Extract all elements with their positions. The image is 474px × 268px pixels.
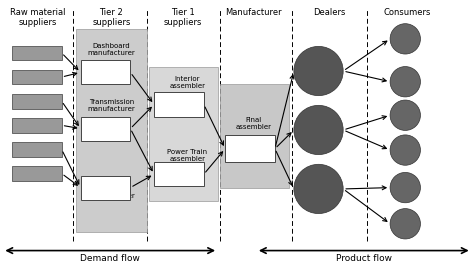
Ellipse shape xyxy=(294,46,343,96)
Ellipse shape xyxy=(390,66,420,97)
Bar xyxy=(12,46,62,60)
Bar xyxy=(149,67,218,201)
Text: Tier 2
suppliers: Tier 2 suppliers xyxy=(92,8,130,27)
Text: Consumers: Consumers xyxy=(384,8,431,17)
Ellipse shape xyxy=(390,209,420,239)
Bar xyxy=(12,94,62,109)
Text: Dealers: Dealers xyxy=(313,8,346,17)
Ellipse shape xyxy=(390,100,420,131)
Text: Engine
manufacturer: Engine manufacturer xyxy=(88,186,135,199)
Bar xyxy=(225,135,275,162)
Text: Final
assembler: Final assembler xyxy=(236,117,272,130)
Bar xyxy=(12,118,62,133)
Text: Raw material
suppliers: Raw material suppliers xyxy=(10,8,66,27)
Text: Interior
assembler: Interior assembler xyxy=(169,76,205,90)
Bar xyxy=(154,92,204,117)
Text: Tier 1
suppliers: Tier 1 suppliers xyxy=(164,8,201,27)
Ellipse shape xyxy=(390,135,420,165)
Bar xyxy=(12,142,62,157)
Ellipse shape xyxy=(390,24,420,54)
Text: Power Train
assembler: Power Train assembler xyxy=(167,149,207,162)
Ellipse shape xyxy=(294,105,343,155)
Bar xyxy=(81,117,130,141)
Text: Transmission
manufacturer: Transmission manufacturer xyxy=(88,99,135,112)
Ellipse shape xyxy=(390,172,420,203)
Text: Product flow: Product flow xyxy=(336,254,392,263)
Text: Dashboard
manufacturer: Dashboard manufacturer xyxy=(88,43,135,56)
Ellipse shape xyxy=(294,164,343,214)
Bar xyxy=(220,84,289,188)
Bar xyxy=(81,60,130,84)
Bar xyxy=(81,176,130,200)
Text: Demand flow: Demand flow xyxy=(80,254,140,263)
Bar xyxy=(154,162,204,186)
Bar xyxy=(76,29,147,232)
Bar xyxy=(12,70,62,84)
Text: Manufacturer: Manufacturer xyxy=(225,8,282,17)
Bar xyxy=(12,166,62,181)
